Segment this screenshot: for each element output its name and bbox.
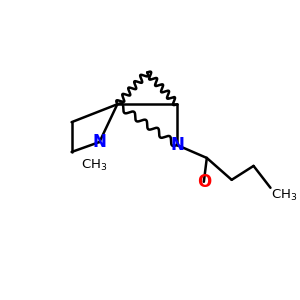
- Text: CH$_3$: CH$_3$: [271, 188, 298, 203]
- Text: N: N: [92, 133, 106, 151]
- Text: N: N: [170, 136, 184, 154]
- Text: O: O: [197, 173, 211, 191]
- Text: CH$_3$: CH$_3$: [81, 158, 108, 173]
